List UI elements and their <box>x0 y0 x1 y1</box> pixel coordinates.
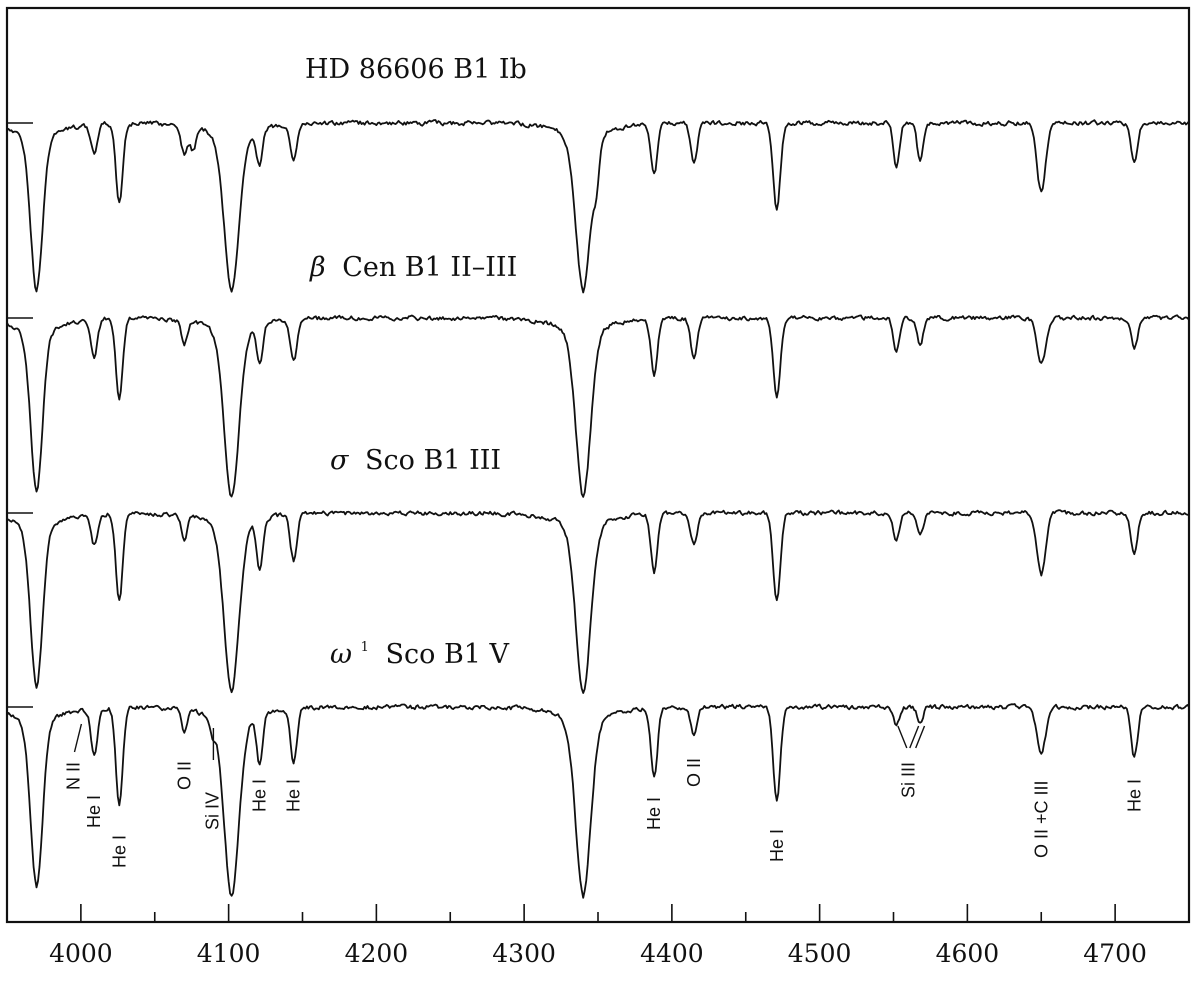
line-id-label: O II <box>684 758 704 787</box>
line-id-leader <box>897 725 908 749</box>
line-id-label: He I <box>284 779 304 812</box>
x-tick-label: 4500 <box>788 939 852 968</box>
spectrum-line-3 <box>6 703 1190 899</box>
line-id-leader <box>73 723 83 753</box>
x-tick-label: 4600 <box>936 939 1000 968</box>
line-id-label: O II +C III <box>1031 780 1051 858</box>
greek-letter: ω <box>330 639 352 670</box>
x-tick-label: 4400 <box>640 939 704 968</box>
line-id-leader <box>915 725 926 749</box>
spectra-group <box>6 119 1190 899</box>
line-id-label: He I <box>109 835 129 868</box>
line-id-leader <box>909 725 920 749</box>
line-id-label: Si III <box>898 762 918 798</box>
x-tick-label: 4200 <box>345 939 409 968</box>
greek-letter: β <box>309 252 326 283</box>
line-id-label: He I <box>1124 779 1144 812</box>
x-tick-label: 4100 <box>197 939 261 968</box>
line-id-label: N II <box>64 762 84 790</box>
line-id-label: He I <box>644 797 664 830</box>
line-id-label: He I <box>250 779 270 812</box>
series-title-beta-cen: β Cen B1 II–III <box>309 252 517 283</box>
star-label: Sco B1 III <box>365 445 501 476</box>
line-id-label: O II <box>174 761 194 790</box>
x-tick-label: 4000 <box>49 939 113 968</box>
greek-letter: σ <box>330 445 350 476</box>
x-tick-label: 4300 <box>492 939 556 968</box>
spectrum-line-0 <box>6 119 1190 294</box>
superscript: 1 <box>361 640 369 655</box>
x-axis: 4000 4100 4200 4300 4400 4500 4600 4700 <box>6 904 1190 968</box>
star-label: Sco B1 V <box>386 639 510 670</box>
line-id-label: He I <box>767 829 787 862</box>
spectrum-line-1 <box>6 314 1190 498</box>
spectrum-line-2 <box>6 509 1190 694</box>
line-id-label: Si IV <box>202 792 222 830</box>
line-id-label: He I <box>84 795 104 828</box>
star-label: Cen B1 II–III <box>342 252 517 283</box>
series-title-hd86606: HD 86606 B1 Ib <box>305 54 527 85</box>
series-title-omega1-sco: ω 1 Sco B1 V <box>330 627 510 670</box>
x-tick-label: 4700 <box>1083 939 1147 968</box>
series-title-sigma-sco: σ Sco B1 III <box>330 445 501 476</box>
